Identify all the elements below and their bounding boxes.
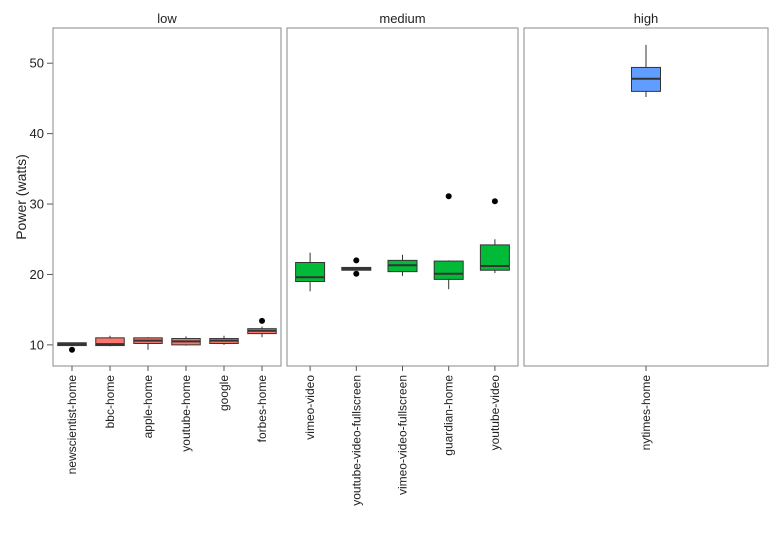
x-tick-label: forbes-home [255, 375, 269, 443]
facet-panel-border [286, 27, 519, 367]
box-newscientist-home: newscientist-home [57, 342, 87, 475]
box-bbc-home: bbc-home [95, 335, 125, 429]
x-tick-label: google [217, 375, 231, 411]
y-axis-title: Power (watts) [13, 154, 29, 240]
box-youtube-video: youtube-video [479, 198, 510, 451]
outlier-point [69, 346, 75, 353]
box-guardian-home: guardian-home [433, 193, 464, 456]
box-youtube-video-fullscreen: youtube-video-fullscreen [341, 257, 372, 506]
x-tick-label: newscientist-home [65, 375, 79, 475]
box-iqr [95, 337, 125, 347]
x-tick-label: bbc-home [103, 375, 117, 429]
facet-high: high nytimes-home [523, 11, 769, 451]
box-apple-home: apple-home [133, 337, 163, 439]
outlier-point [353, 270, 360, 277]
box-iqr [295, 261, 326, 282]
y-tick-label: 20 [30, 267, 44, 282]
facet-title: medium [379, 11, 425, 26]
outlier-point [353, 257, 360, 264]
outlier-point [445, 193, 452, 200]
facet-panel-border [52, 27, 282, 367]
x-tick-label: guardian-home [442, 375, 456, 456]
x-tick-label: vimeo-video-fullscreen [396, 375, 410, 495]
x-tick-label: apple-home [141, 375, 155, 439]
facet-medium: medium vimeo-video youtube-video-fullscree… [286, 11, 519, 506]
box-youtube-home: youtube-home [171, 336, 201, 452]
outlier-point [491, 198, 498, 205]
y-tick-label: 40 [30, 126, 44, 141]
x-tick-label: youtube-video-fullscreen [349, 375, 363, 506]
x-tick-label: youtube-video [488, 375, 502, 451]
x-tick-label: nytimes-home [639, 375, 653, 451]
y-axis: 10 20 30 40 50 [30, 56, 53, 352]
box-google: google [209, 335, 239, 411]
outlier-point [259, 317, 265, 324]
y-tick-label: 30 [30, 197, 44, 212]
facet-title: low [157, 11, 177, 26]
box-forbes-home: forbes-home [247, 317, 277, 443]
facet-low: low newscientist-home bbc-home apple-home yo… [52, 11, 282, 475]
y-tick-label: 10 [30, 337, 44, 352]
y-tick-label: 50 [30, 56, 44, 71]
facet-panels: low newscientist-home bbc-home apple-home yo… [52, 11, 769, 506]
facet-title: high [634, 11, 659, 26]
x-tick-label: vimeo-video [303, 375, 317, 440]
box-nytimes-home: nytimes-home [631, 44, 661, 451]
box-vimeo-video-fullscreen: vimeo-video-fullscreen [387, 254, 418, 495]
box-iqr [433, 260, 464, 280]
box-vimeo-video: vimeo-video [295, 252, 326, 440]
x-tick-label: youtube-home [179, 375, 193, 452]
